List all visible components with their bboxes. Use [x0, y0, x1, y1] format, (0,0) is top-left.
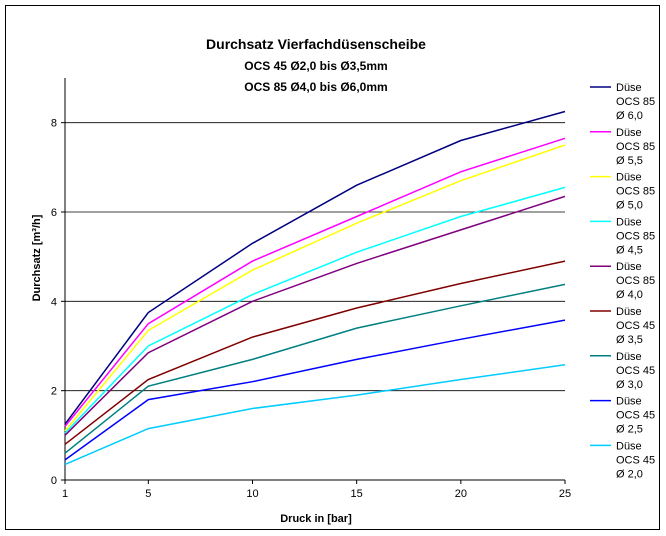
legend-item: Düse OCS 85 Ø 4,5 [590, 216, 655, 256]
y-tick-label: 2 [51, 386, 57, 398]
legend-label: OCS 45 [616, 320, 655, 332]
legend-label: OCS 45 [616, 365, 655, 377]
chart-title: Durchsatz Vierfachdüsenscheibe OCS 45 Ø2… [206, 36, 426, 94]
legend-label: Ø 2,5 [616, 424, 643, 436]
legend-label: OCS 85 [616, 230, 655, 242]
legend-label: Ø 4,0 [616, 289, 643, 301]
legend-label: Düse [616, 306, 642, 318]
legend-label: Düse [616, 261, 642, 273]
series-line [64, 195, 566, 436]
legend-label: OCS 45 [616, 410, 655, 422]
series-line [64, 110, 566, 425]
legend-label: Ø 5,5 [616, 155, 643, 167]
y-axis-tick-labels: 0 2 4 6 8 [51, 118, 57, 487]
axes [61, 78, 566, 484]
y-tick-label: 6 [51, 207, 57, 219]
legend-label: Ø 4,5 [616, 244, 643, 256]
y-axis-title: Durchsatz [m³/h] [31, 214, 43, 301]
x-tick-label: 25 [559, 488, 571, 500]
series-line [64, 137, 566, 427]
legend-label: Düse [616, 216, 642, 228]
legend-label: OCS 85 [616, 275, 655, 287]
chart-title-line-1: Durchsatz Vierfachdüsenscheibe [206, 36, 426, 52]
legend-item: Düse OCS 85 Ø 5,0 [590, 172, 655, 212]
y-tick-label: 0 [51, 475, 57, 487]
legend-item: Düse OCS 85 Ø 6,0 [590, 82, 655, 122]
legend-label: Düse [616, 396, 642, 408]
legend-item: Düse OCS 45 Ø 2,5 [590, 396, 655, 436]
series-line [64, 364, 566, 466]
x-axis-tick-labels: 1 5 10 15 20 25 [62, 488, 571, 500]
legend-item: Düse OCS 85 Ø 5,5 [590, 127, 655, 167]
x-tick-label: 1 [62, 488, 68, 500]
legend-label: OCS 85 [616, 96, 655, 108]
x-tick-label: 15 [351, 488, 363, 500]
legend-item: Düse OCS 45 Ø 3,0 [590, 351, 655, 391]
legend: Düse OCS 85 Ø 6,0 Düse OCS 85 Ø 5,5 Düse OCS 85… [590, 82, 655, 480]
x-tick-label: 20 [455, 488, 467, 500]
legend-label: Ø 3,0 [616, 379, 643, 391]
series-line [64, 186, 566, 434]
chart-title-line-3: OCS 85 Ø4,0 bis Ø6,0mm [244, 80, 387, 94]
series-line [64, 283, 566, 454]
series-line [64, 144, 566, 432]
y-tick-label: 4 [51, 296, 57, 308]
data-series [64, 110, 566, 466]
legend-label: Ø 3,5 [616, 334, 643, 346]
legend-label: Düse [616, 82, 642, 94]
legend-item: Düse OCS 45 Ø 3,5 [590, 306, 655, 346]
legend-label: Ø 2,0 [616, 468, 643, 480]
legend-label: OCS 45 [616, 454, 655, 466]
legend-label: Düse [616, 172, 642, 184]
y-tick-label: 8 [51, 118, 57, 130]
x-tick-label: 10 [246, 488, 258, 500]
x-axis-title: Druck in [bar] [280, 513, 352, 525]
legend-label: Ø 6,0 [616, 110, 643, 122]
legend-label: Düse [616, 127, 642, 139]
legend-label: OCS 85 [616, 186, 655, 198]
legend-label: Ø 5,0 [616, 200, 643, 212]
chart-title-line-2: OCS 45 Ø2,0 bis Ø3,5mm [244, 59, 387, 73]
x-tick-label: 5 [145, 488, 151, 500]
legend-label: Düse [616, 351, 642, 363]
legend-item: Düse OCS 45 Ø 2,0 [590, 440, 655, 480]
series-line [64, 260, 566, 445]
legend-label: Düse [616, 440, 642, 452]
legend-item: Düse OCS 85 Ø 4,0 [590, 261, 655, 301]
legend-label: OCS 85 [616, 141, 655, 153]
series-line [64, 319, 566, 461]
